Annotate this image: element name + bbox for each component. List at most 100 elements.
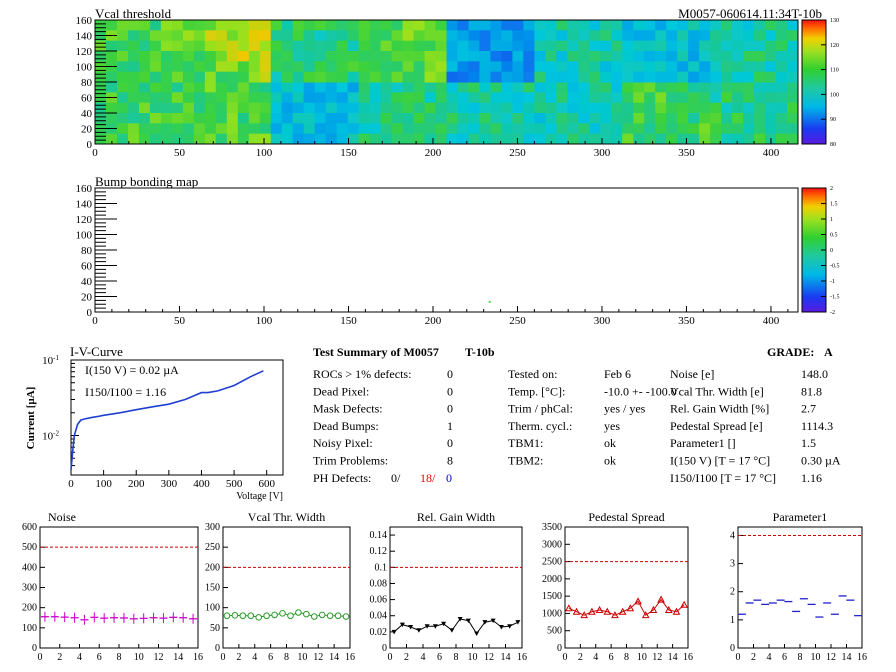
heatmap-cell xyxy=(655,133,667,145)
heatmap-cell xyxy=(413,133,426,145)
summary-right-label: I150/I100 [T = 17 °C] xyxy=(670,471,776,485)
summary-right-value: 1114.3 xyxy=(801,419,833,433)
heatmap-cell xyxy=(534,40,546,52)
heatmap-cell xyxy=(633,61,645,73)
heatmap-cell xyxy=(600,113,612,124)
heatmap-cell xyxy=(138,92,151,104)
color-scale-label: 130 xyxy=(830,18,839,24)
x-tick-label: 0 xyxy=(68,478,74,490)
heatmap-cell xyxy=(721,40,733,52)
heatmap-cell xyxy=(226,40,239,52)
heatmap-cell xyxy=(600,102,612,114)
heatmap-cell xyxy=(633,133,645,145)
x-tick-label: 0 xyxy=(221,652,226,663)
summary-middle-value: yes / yes xyxy=(604,402,646,416)
heatmap-cell xyxy=(600,40,612,52)
heatmap-cell xyxy=(325,133,338,145)
heatmap-cell xyxy=(314,123,327,135)
x-tick-label: 14 xyxy=(668,652,678,663)
heatmap-cell xyxy=(182,82,195,93)
heatmap-cell xyxy=(237,51,250,62)
x-tick-label: 200 xyxy=(128,478,145,490)
heatmap-cell xyxy=(776,20,788,31)
heatmap-cell xyxy=(95,102,107,114)
iv-frame xyxy=(70,359,284,476)
heatmap-cell xyxy=(215,30,228,42)
heatmap-cell xyxy=(259,82,272,93)
grade-label: GRADE: xyxy=(767,345,814,359)
x-tick-label: 16 xyxy=(517,652,527,663)
x-tick-label: 0 xyxy=(388,652,393,663)
heatmap-cell xyxy=(644,92,656,104)
heatmap-cell xyxy=(699,82,711,93)
summary-right-value: 2.7 xyxy=(801,402,816,416)
heatmap-cell xyxy=(600,20,612,31)
heatmap-cell xyxy=(95,20,107,31)
heatmap-cell xyxy=(710,113,722,124)
heatmap-cell xyxy=(600,51,612,62)
heatmap-cell xyxy=(622,82,634,93)
heatmap-cell xyxy=(523,113,535,124)
heatmap-cell xyxy=(446,82,458,93)
data-point xyxy=(424,624,430,629)
heatmap-cell xyxy=(446,71,458,83)
heatmap-cell xyxy=(556,123,568,135)
series-line xyxy=(226,611,347,618)
heatmap-cell xyxy=(259,71,272,83)
heatmap-cell xyxy=(160,133,173,145)
heatmap-cell xyxy=(149,82,162,93)
y-tick-label: 0.14 xyxy=(370,530,388,541)
heatmap-cell xyxy=(391,133,404,145)
heatmap-cell xyxy=(303,30,316,42)
heatmap-cell xyxy=(127,113,140,124)
heatmap-cell xyxy=(369,82,382,93)
summary-left-value: 0 xyxy=(447,402,453,416)
y-tick-label: 100 xyxy=(76,230,93,242)
heatmap-cell xyxy=(325,71,338,83)
vcal-threshold-heatmap xyxy=(95,20,799,145)
heatmap-cell xyxy=(567,102,579,114)
y-tick-label: 600 xyxy=(22,522,37,533)
heatmap-cell xyxy=(490,20,502,31)
data-point xyxy=(318,611,326,619)
heatmap-cell xyxy=(754,92,766,104)
heatmap-cell xyxy=(688,71,700,83)
y-tick-label: 300 xyxy=(22,583,37,594)
vcal-color-scale-ticks: 80 90 100 110 120 130 xyxy=(801,18,839,148)
heatmap-cell xyxy=(138,123,151,135)
heatmap-cell xyxy=(490,92,502,104)
data-point xyxy=(295,609,302,616)
heatmap-cell xyxy=(589,92,601,104)
heatmap-cell xyxy=(501,51,513,62)
heatmap-cell xyxy=(193,51,206,62)
heatmap-cell xyxy=(402,40,415,52)
y-tick-label: 100 xyxy=(22,623,37,634)
heatmap-cell xyxy=(644,30,656,42)
bump-bonding-axes: 0 50 100 150 200 250 300 350 400 0 20 40 60 80 100 120 1… xyxy=(76,183,799,327)
heatmap-cell xyxy=(248,30,261,42)
heatmap-cell xyxy=(611,20,623,31)
color-scale-label: 0.5 xyxy=(830,233,838,239)
heatmap-cell xyxy=(347,61,360,73)
x-tick-label: 400 xyxy=(763,315,780,327)
heatmap-cell xyxy=(446,61,458,73)
heatmap-cell xyxy=(380,102,393,114)
data-point xyxy=(287,612,294,620)
heatmap-cell xyxy=(611,51,623,62)
x-tick-label: 14 xyxy=(842,652,852,663)
heatmap-cell xyxy=(534,123,546,135)
heatmap-cell xyxy=(721,113,733,124)
heatmap-cell xyxy=(270,123,283,135)
heatmap-cell xyxy=(303,71,316,83)
heatmap-cell xyxy=(666,92,678,104)
data-point xyxy=(247,612,255,620)
summary-right-label: Noise [e] xyxy=(670,367,714,381)
heatmap-cell xyxy=(622,20,634,31)
y-tick-label: 150 xyxy=(205,583,220,594)
heatmap-cell xyxy=(512,133,524,145)
heatmap-cell xyxy=(567,82,579,93)
heatmap-cell xyxy=(545,82,557,93)
heatmap-cell xyxy=(633,82,645,93)
heatmap-cell xyxy=(171,92,184,104)
heatmap-cell xyxy=(215,113,228,124)
